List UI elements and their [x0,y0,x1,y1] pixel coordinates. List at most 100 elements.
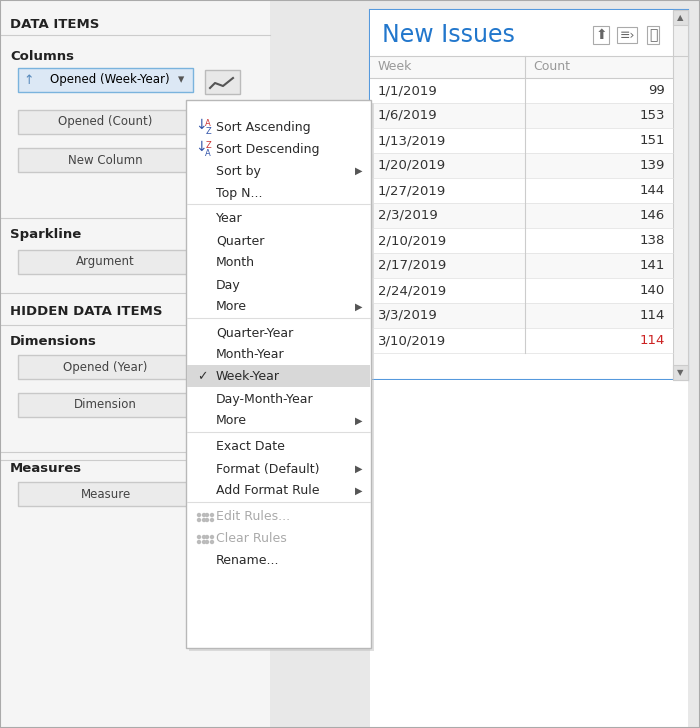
Circle shape [206,513,209,516]
Circle shape [202,518,206,521]
Text: Format (Default): Format (Default) [216,462,319,475]
Circle shape [206,518,209,521]
Bar [370,10,688,56]
Text: Opened (Count): Opened (Count) [58,116,153,129]
Bar [370,103,673,128]
Text: 2/24/2019: 2/24/2019 [378,284,446,297]
Circle shape [202,513,206,516]
Bar [187,365,370,387]
Text: Measure: Measure [80,488,131,501]
Text: 3/10/2019: 3/10/2019 [378,334,446,347]
Text: Add Format Rule: Add Format Rule [216,485,319,497]
Bar [186,100,371,648]
Text: More: More [216,414,247,427]
Text: DATA ITEMS: DATA ITEMS [10,18,99,31]
Text: Sparkline: Sparkline [10,228,81,241]
Circle shape [197,518,200,521]
Bar [370,10,688,380]
Bar [370,178,673,203]
Text: 3/3/2019: 3/3/2019 [378,309,438,322]
Bar [189,103,374,651]
Text: Sort Descending: Sort Descending [216,143,319,156]
Bar [370,303,673,328]
Text: ⤢: ⤢ [649,28,657,42]
Text: 151: 151 [640,134,665,147]
Bar [205,70,240,94]
Text: 2/17/2019: 2/17/2019 [378,259,447,272]
Text: 1/13/2019: 1/13/2019 [378,134,447,147]
Text: 141: 141 [640,259,665,272]
Text: 1/27/2019: 1/27/2019 [378,184,447,197]
Text: Clear Rules: Clear Rules [216,532,287,545]
Text: ↓: ↓ [195,118,206,132]
Text: 144: 144 [640,184,665,197]
Text: Dimension: Dimension [74,398,137,411]
Text: New Issues: New Issues [382,23,515,47]
Text: ▶: ▶ [355,416,363,426]
Bar [673,10,688,380]
Text: Edit Rules...: Edit Rules... [216,510,290,523]
Bar [0,0,270,728]
Text: Month-Year: Month-Year [216,349,285,362]
Text: Week-Year: Week-Year [216,371,280,384]
Bar [370,128,673,153]
Circle shape [211,540,214,544]
Text: Exact Date: Exact Date [216,440,285,454]
Text: ⬆: ⬆ [595,28,607,42]
Circle shape [202,536,206,539]
Circle shape [197,540,200,544]
Circle shape [211,536,214,539]
Text: ▾: ▾ [178,74,184,87]
Text: Day-Month-Year: Day-Month-Year [216,392,314,405]
Bar [18,393,193,417]
Text: 153: 153 [640,109,665,122]
Text: Opened (Year): Opened (Year) [63,360,148,373]
Text: ✓: ✓ [197,371,207,384]
Bar [370,228,673,253]
Text: ▶: ▶ [355,166,363,176]
Text: Sort by: Sort by [216,165,261,178]
Text: ▼: ▼ [678,368,684,377]
Text: ▶: ▶ [355,486,363,496]
Text: Sort Ascending: Sort Ascending [216,121,311,133]
Text: ▶: ▶ [355,464,363,474]
Text: 1/1/2019: 1/1/2019 [378,84,438,97]
Text: 146: 146 [640,209,665,222]
Text: 114: 114 [640,334,665,347]
Text: A: A [205,149,211,159]
Text: Week: Week [378,60,412,74]
Text: Day: Day [216,279,241,291]
Bar [370,78,673,103]
Bar [370,253,673,278]
Text: New Column: New Column [68,154,143,167]
Bar [370,328,673,353]
Bar [18,148,193,172]
Text: 1/20/2019: 1/20/2019 [378,159,446,172]
Text: 2/10/2019: 2/10/2019 [378,234,446,247]
Text: 114: 114 [640,309,665,322]
Circle shape [206,540,209,544]
Text: Z: Z [205,127,211,136]
Circle shape [197,536,200,539]
Text: ▶: ▶ [355,302,363,312]
Text: A: A [205,119,211,127]
Bar [370,56,673,78]
Text: Quarter: Quarter [216,234,265,248]
Text: Columns: Columns [10,50,74,63]
Text: ≡›: ≡› [620,28,635,41]
Text: HIDDEN DATA ITEMS: HIDDEN DATA ITEMS [10,305,162,318]
Text: Argument: Argument [76,256,135,269]
Text: 2/3/2019: 2/3/2019 [378,209,438,222]
Text: 138: 138 [640,234,665,247]
Text: Opened (Week-Year): Opened (Week-Year) [50,74,169,87]
Text: 1/6/2019: 1/6/2019 [378,109,438,122]
Text: Quarter-Year: Quarter-Year [216,326,293,339]
Bar [673,10,688,25]
Text: 99: 99 [648,84,665,97]
Text: Count: Count [533,60,570,74]
Text: Month: Month [216,256,255,269]
Text: ↑: ↑ [24,74,34,87]
Circle shape [202,540,206,544]
Bar [370,278,673,303]
Bar [18,355,193,379]
